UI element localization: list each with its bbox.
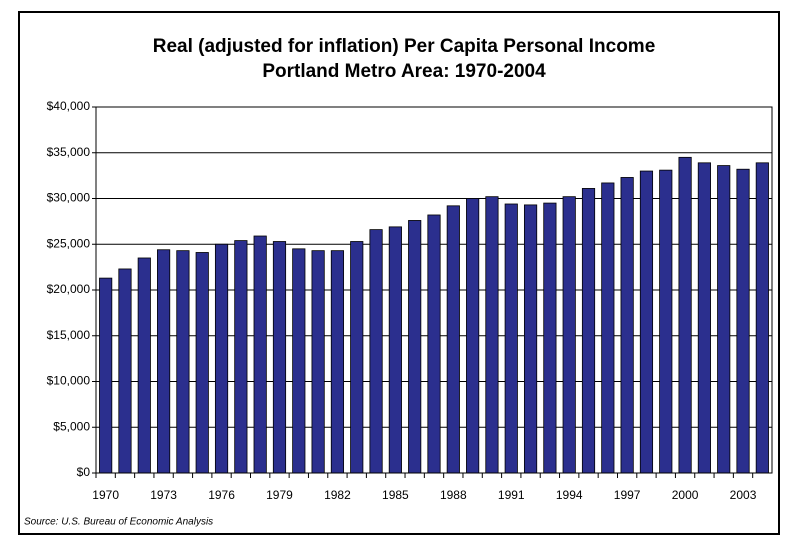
- x-tick-label: 1994: [556, 488, 583, 502]
- y-tick-label: $25,000: [47, 236, 91, 250]
- x-tick-label: 1985: [382, 488, 409, 502]
- y-tick-label: $40,000: [47, 99, 91, 113]
- bar: [388, 226, 402, 474]
- y-tick-label: $15,000: [47, 328, 91, 342]
- bar: [446, 205, 460, 474]
- bar: [659, 169, 673, 474]
- bar: [601, 182, 615, 474]
- bar: [272, 241, 287, 474]
- bar: [523, 204, 538, 474]
- bar: [504, 203, 518, 474]
- chart-subtitle: Portland Metro Area: 1970-2004: [262, 61, 546, 82]
- x-tick-label: 1976: [208, 488, 235, 502]
- x-tick-label: 1982: [324, 488, 351, 502]
- bar: [234, 240, 248, 474]
- x-tick-label: 1991: [498, 488, 525, 502]
- bar: [736, 168, 750, 474]
- chart-title: Real (adjusted for inflation) Per Capita…: [153, 36, 656, 57]
- bar: [543, 202, 557, 474]
- bar: [176, 250, 190, 474]
- bar: [466, 198, 480, 474]
- x-tick-label: 1988: [440, 488, 467, 502]
- bar: [678, 156, 692, 474]
- bar: [99, 277, 113, 474]
- x-tick-label: 1997: [614, 488, 641, 502]
- x-tick-label: 1970: [92, 488, 119, 502]
- x-tick-label: 1973: [150, 488, 177, 502]
- bar: [253, 235, 267, 474]
- bar: [755, 162, 769, 474]
- y-tick-label: $30,000: [47, 191, 91, 205]
- bar: [195, 252, 209, 474]
- bar: [137, 257, 151, 474]
- bar: [292, 248, 306, 474]
- y-tick-label: $10,000: [47, 374, 91, 388]
- y-tick-label: $35,000: [47, 145, 91, 159]
- bar: [311, 250, 325, 474]
- bar: [562, 196, 576, 474]
- bar: [485, 196, 499, 474]
- y-tick-label: $5,000: [53, 419, 90, 433]
- y-tick-label: $0: [77, 465, 91, 479]
- y-tick-label: $20,000: [47, 282, 91, 296]
- source-note: Source: U.S. Bureau of Economic Analysis: [24, 517, 213, 528]
- bar: [330, 250, 345, 474]
- bar: [717, 165, 731, 474]
- x-tick-label: 1979: [266, 488, 293, 502]
- x-tick-label: 2000: [672, 488, 699, 502]
- bar: [350, 241, 364, 474]
- bar: [408, 220, 422, 474]
- bar: [369, 229, 383, 474]
- bar: [427, 214, 441, 474]
- x-tick-label: 2003: [730, 488, 757, 502]
- bar: [581, 188, 596, 474]
- bar: [118, 268, 132, 474]
- bar: [214, 243, 229, 474]
- bar: [697, 162, 711, 474]
- bar: [639, 170, 654, 474]
- bar: [157, 249, 171, 474]
- bar: [620, 177, 634, 474]
